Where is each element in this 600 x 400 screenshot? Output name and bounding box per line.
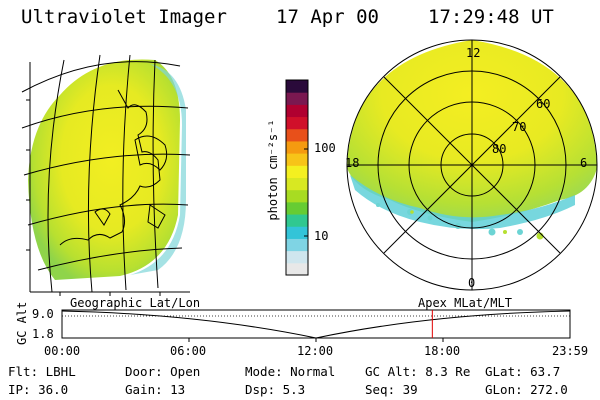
- mlt-label-12: 12: [466, 46, 481, 60]
- time-tick-1800: 18:00: [424, 344, 461, 358]
- apex-panel-label: Apex MLat/MLT: [418, 296, 512, 310]
- mode-status: Mode: Normal: [245, 364, 336, 379]
- time-label: 17:29:48 UT: [428, 6, 554, 28]
- colorbar-swatch: [286, 128, 308, 142]
- altitude-plot: [61, 309, 571, 342]
- mlt-label-0: 0: [468, 276, 476, 290]
- lat-label-60: 60: [536, 97, 551, 111]
- time-tick-0600: 06:00: [170, 344, 207, 358]
- color-scale-bar: [285, 79, 309, 276]
- colorbar-swatch: [286, 238, 308, 252]
- colorbar-frame: [285, 79, 309, 276]
- polar-mlt-map: [346, 39, 598, 291]
- colorbar-unit-label: photon cm⁻²s⁻¹: [266, 119, 280, 221]
- colorbar-swatch: [286, 140, 308, 154]
- door-status: Door: Open: [125, 364, 201, 379]
- lat-label-70: 70: [512, 120, 527, 134]
- dsp-status: Dsp: 5.3: [245, 382, 306, 397]
- altitude-axis-label: GC Alt: [15, 301, 29, 345]
- colorbar-swatch: [286, 92, 308, 105]
- geographic-panel-label: Geographic Lat/Lon: [70, 296, 201, 310]
- seq-status: Seq: 39: [365, 382, 418, 397]
- time-tick-1200: 12:00: [297, 344, 334, 358]
- time-tick-0000: 00:00: [44, 344, 81, 358]
- colorbar-tick-high: 100: [314, 141, 336, 155]
- altitude-tick-high: 9.0: [32, 307, 54, 321]
- colorbar-swatch: [286, 214, 308, 227]
- colorbar-swatch: [286, 189, 308, 203]
- colorbar-swatch: [286, 153, 308, 166]
- date-label: 17 Apr 00: [276, 6, 379, 28]
- gain-status: Gain: 13: [125, 382, 186, 397]
- gc-alt-status: GC Alt: 8.3 Re: [365, 364, 471, 379]
- colorbar-swatch: [286, 201, 308, 215]
- instrument-title: Ultraviolet Imager: [21, 6, 227, 28]
- colorbar-swatch: [286, 165, 308, 178]
- filter-status: Flt: LBHL: [8, 364, 76, 379]
- altitude-tick-low: 1.8: [32, 327, 54, 341]
- colorbar-swatch: [286, 250, 308, 264]
- colorbar-swatch: [286, 104, 308, 118]
- colorbar-tick-low: 10: [314, 229, 329, 243]
- geographic-map: [21, 54, 191, 296]
- glon-status: GLon: 272.0: [485, 382, 568, 397]
- lat-label-80: 80: [492, 142, 507, 156]
- colorbar-swatch: [286, 177, 308, 191]
- colorbar-swatch: [286, 80, 308, 93]
- glat-status: GLat: 63.7: [485, 364, 561, 379]
- mlt-label-6: 6: [580, 156, 588, 170]
- mlt-label-18: 18: [345, 156, 360, 170]
- colorbar-swatch: [286, 262, 308, 276]
- time-tick-2359: 23:59: [552, 344, 589, 358]
- colorbar-swatch: [286, 116, 308, 130]
- colorbar-swatch: [286, 226, 308, 239]
- ip-status: IP: 36.0: [8, 382, 69, 397]
